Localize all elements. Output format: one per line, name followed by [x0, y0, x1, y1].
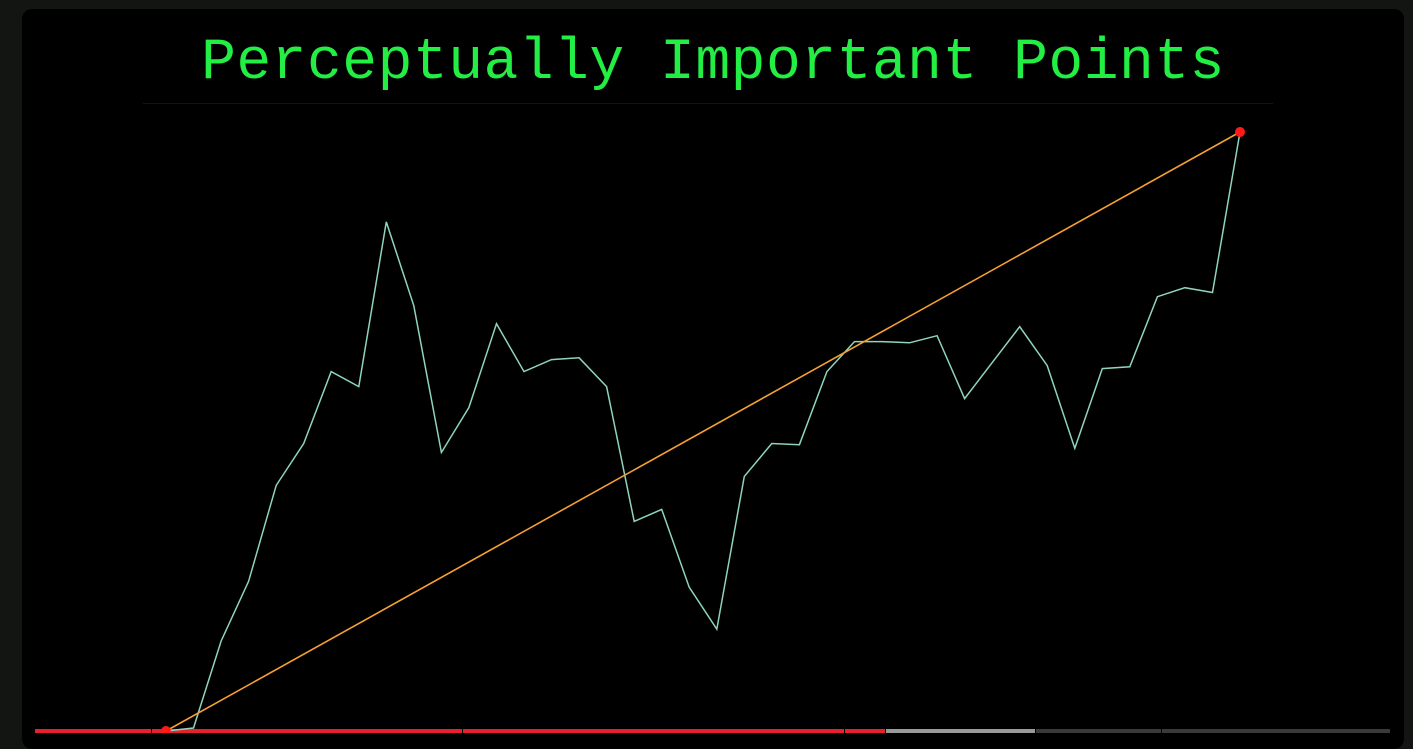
bottom-strip — [35, 729, 1390, 733]
strip-segment-3 — [845, 729, 885, 733]
strip-segment-1 — [152, 729, 462, 733]
strip-segment-6 — [1162, 729, 1390, 733]
series-layer — [166, 132, 1240, 731]
pip-layer — [161, 127, 1245, 733]
pip-connector-line — [166, 132, 1240, 731]
pip-marker — [161, 726, 171, 733]
pip-marker — [1235, 127, 1245, 137]
pip-chart — [0, 0, 1413, 733]
strip-segment-0 — [35, 729, 151, 733]
strip-segment-2 — [463, 729, 844, 733]
strip-segment-5 — [1036, 729, 1161, 733]
strip-segment-4 — [886, 729, 1035, 733]
